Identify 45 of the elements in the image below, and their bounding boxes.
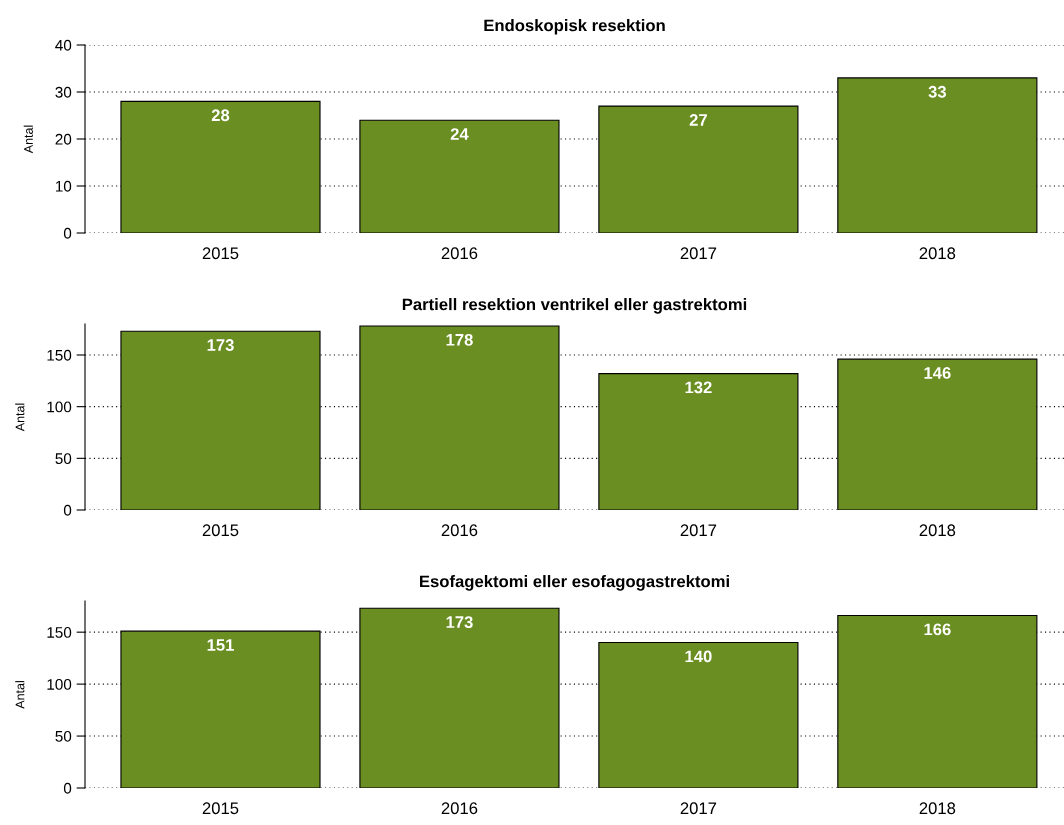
x-tick-label: 2015	[202, 802, 239, 815]
y-axis-title: Antal	[15, 681, 25, 709]
y-tick-label: 0	[63, 227, 72, 239]
x-tick-label: 2018	[919, 802, 956, 815]
chart-title: Endoskopisk resektion	[484, 19, 665, 35]
data-label: 151	[207, 639, 234, 651]
x-tick-label: 2017	[680, 802, 717, 815]
data-label: 178	[446, 333, 473, 346]
x-tick-label: 2018	[919, 247, 956, 260]
y-tick-label: 50	[55, 730, 72, 742]
y-tick-label: 100	[47, 678, 72, 690]
y-tick-label: 50	[55, 453, 72, 465]
y-axis-title: Antal	[23, 125, 33, 154]
y-tick-label: 100	[47, 401, 72, 413]
chart-title: Partiell resektion ventrikel eller gastrektomi	[402, 298, 747, 314]
y-tick-label: 150	[47, 627, 72, 638]
data-label: 28	[211, 109, 230, 122]
data-label: 166	[924, 623, 951, 636]
y-tick-label: 10	[55, 180, 72, 192]
x-tick-label: 2018	[919, 524, 956, 537]
y-tick-label: 0	[63, 782, 72, 794]
data-label: 173	[446, 616, 473, 629]
y-tick-label: 30	[55, 86, 72, 98]
data-label: 24	[450, 128, 469, 140]
y-tick-label: 150	[47, 349, 72, 361]
x-tick-label: 2017	[680, 247, 717, 260]
chart-title: Esofagektomi eller esofagogastrektomi	[420, 575, 729, 591]
data-label: 132	[685, 381, 712, 394]
y-tick-label: 40	[55, 39, 72, 51]
x-tick-label: 2015	[202, 247, 239, 260]
x-tick-label: 2016	[441, 802, 478, 815]
x-tick-label: 2015	[202, 524, 239, 537]
bar	[837, 358, 1038, 510]
y-axis-title: Antal	[15, 403, 25, 432]
data-label: 173	[207, 339, 234, 351]
x-tick-label: 2016	[441, 524, 478, 537]
x-tick-label: 2016	[441, 247, 478, 260]
x-tick-label: 2017	[680, 524, 717, 537]
y-tick-label: 20	[55, 133, 72, 145]
bar	[837, 77, 1038, 233]
data-label: 33	[928, 85, 947, 98]
data-label: 146	[924, 367, 951, 379]
data-label: 140	[685, 650, 712, 663]
y-tick-label: 0	[63, 504, 72, 516]
data-label: 27	[689, 114, 707, 126]
